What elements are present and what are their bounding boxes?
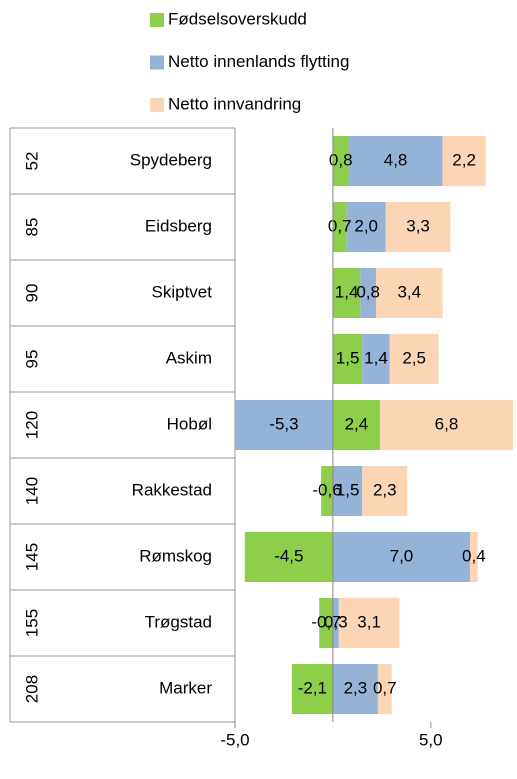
bar-segment <box>469 532 478 582</box>
value-label: 3,1 <box>357 612 381 631</box>
value-label: -0,6 <box>312 480 341 499</box>
bar-segment <box>389 334 439 384</box>
category-label: Trøgstad <box>145 612 212 631</box>
value-label: 1,5 <box>336 348 360 367</box>
bar-segment <box>338 598 400 648</box>
bar-segment <box>362 334 390 384</box>
value-label: 2,5 <box>402 348 426 367</box>
rank-label: 155 <box>22 609 41 637</box>
legend-swatch <box>150 55 164 70</box>
rank-label: 208 <box>22 675 41 703</box>
legend-label: Netto innenlands flytting <box>168 52 349 71</box>
category-label: Hobøl <box>167 414 212 433</box>
value-label: 0,7 <box>328 216 352 235</box>
bar-segment <box>332 598 339 648</box>
rank-label: 85 <box>22 218 41 237</box>
category-label: Askim <box>166 348 212 367</box>
rank-label: 95 <box>22 350 41 369</box>
value-label: 1,5 <box>336 480 360 499</box>
bar-segment <box>385 202 451 252</box>
value-label: 2,4 <box>345 414 369 433</box>
value-label: 0,7 <box>373 678 397 697</box>
value-label: 0,8 <box>329 150 353 169</box>
bar-segment <box>332 268 361 318</box>
value-label: 2,3 <box>373 480 397 499</box>
value-label: 0,8 <box>356 282 380 301</box>
bar-segment <box>379 400 514 450</box>
bar-segment <box>346 202 386 252</box>
bar-segment <box>332 136 349 186</box>
rank-label: 90 <box>22 284 41 303</box>
x-tick-label: -5,0 <box>220 730 249 749</box>
category-label: Marker <box>159 678 212 697</box>
value-label: 1,4 <box>364 348 388 367</box>
value-label: 2,3 <box>344 678 368 697</box>
bar-segment <box>319 598 333 648</box>
category-label: Skiptvet <box>152 282 213 301</box>
bar-segment <box>332 466 363 516</box>
x-tick-label: 5,0 <box>419 730 443 749</box>
bar-segment <box>362 466 408 516</box>
legend-label: Netto innvandring <box>168 94 301 113</box>
value-label: -2,1 <box>298 678 327 697</box>
bar-segment <box>332 532 470 582</box>
value-label: 3,3 <box>406 216 430 235</box>
value-label: 2,2 <box>452 150 476 169</box>
bar-segment <box>332 334 363 384</box>
legend-swatch <box>150 13 164 27</box>
bars <box>235 136 514 714</box>
value-label: -5,3 <box>269 414 298 433</box>
rank-label: 145 <box>22 543 41 571</box>
bar-segment <box>442 136 486 186</box>
bar-segment <box>321 466 333 516</box>
bar-segment <box>291 664 333 714</box>
bar-segment <box>360 268 376 318</box>
bar-segment <box>332 400 380 450</box>
value-label: 1,4 <box>335 282 359 301</box>
bar-segment <box>375 268 443 318</box>
bar-segment <box>332 202 347 252</box>
value-label: 2,0 <box>354 216 378 235</box>
value-label: -4,5 <box>274 546 303 565</box>
category-label: Rakkestad <box>132 480 212 499</box>
value-label: 7,0 <box>390 546 414 565</box>
bar-segment <box>244 532 333 582</box>
bar-segment <box>235 400 333 450</box>
bar-segment <box>348 136 443 186</box>
rank-label: 52 <box>22 152 41 171</box>
value-label: 0,4 <box>462 546 486 565</box>
bar-segment <box>332 664 378 714</box>
legend-swatch <box>150 98 164 112</box>
rank-label: 140 <box>22 477 41 505</box>
legend-label: Fødselsoverskudd <box>168 9 307 28</box>
value-label: 6,8 <box>435 414 459 433</box>
rank-label: 120 <box>22 411 41 439</box>
value-label: 0,3 <box>324 612 348 631</box>
value-label: 4,8 <box>384 150 408 169</box>
value-label: 3,4 <box>397 282 421 301</box>
category-label: Rømskog <box>139 546 212 565</box>
category-label: Eidsberg <box>145 216 212 235</box>
category-label: Spydeberg <box>130 150 212 169</box>
bar-segment <box>377 664 392 714</box>
